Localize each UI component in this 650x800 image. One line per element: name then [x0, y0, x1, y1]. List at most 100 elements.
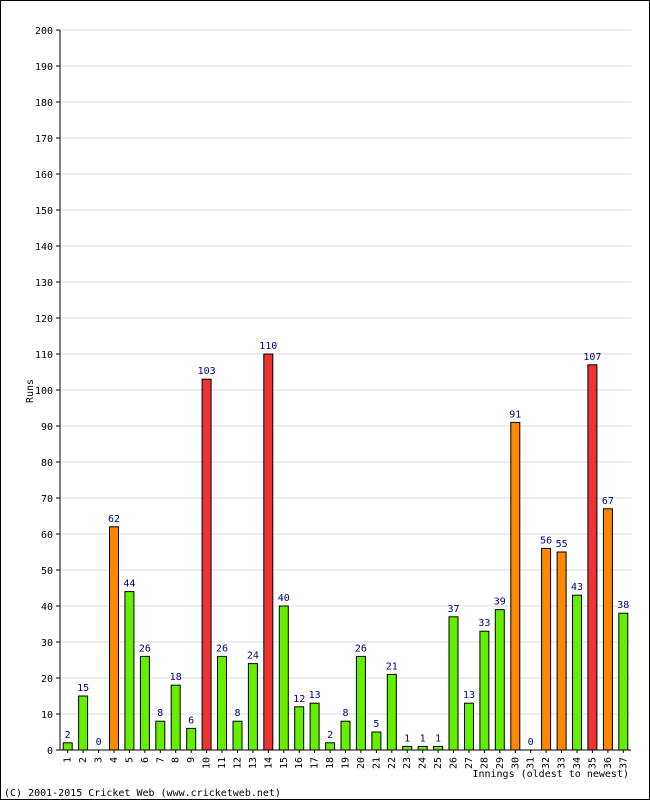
- bar-value-label: 2: [65, 730, 71, 741]
- bar: [541, 547, 552, 751]
- bar: [556, 551, 567, 751]
- x-tick-label: 18: [325, 757, 336, 769]
- x-tick-label: 33: [557, 757, 568, 769]
- x-tick-label: 20: [356, 757, 367, 769]
- y-tick-label: 10: [41, 710, 53, 721]
- x-tick-label: 4: [109, 757, 120, 763]
- bar: [232, 720, 243, 751]
- x-tick-label: 11: [217, 757, 228, 769]
- bar: [402, 745, 413, 751]
- bar: [479, 630, 490, 751]
- x-tick-label: 25: [433, 757, 444, 769]
- bar-value-label: 26: [355, 643, 367, 654]
- bar: [62, 742, 73, 751]
- bar-value-label: 33: [478, 618, 490, 629]
- bar: [78, 695, 89, 751]
- x-tick-label: 3: [94, 757, 105, 763]
- bar: [217, 655, 227, 751]
- bar: [602, 508, 613, 751]
- bar-value-label: 40: [278, 593, 290, 604]
- y-tick-label: 40: [41, 602, 53, 613]
- x-tick-label: 35: [587, 757, 598, 769]
- bar-value-label: 21: [386, 661, 398, 672]
- bar: [340, 720, 351, 751]
- y-tick-label: 50: [41, 566, 53, 577]
- x-tick-label: 34: [572, 757, 583, 769]
- y-tick-label: 90: [41, 422, 53, 433]
- y-tick-label: 80: [41, 458, 53, 469]
- bar: [355, 655, 366, 751]
- bar: [109, 526, 119, 751]
- bar-value-label: 8: [234, 708, 240, 719]
- y-tick-label: 110: [35, 350, 53, 361]
- bar: [494, 609, 505, 751]
- y-tick-label: 170: [35, 134, 53, 145]
- x-tick-label: 7: [155, 757, 166, 763]
- x-tick-label: 17: [310, 757, 321, 769]
- bar: [618, 612, 629, 751]
- copyright-footer: (C) 2001-2015 Cricket Web (www.cricketwe…: [4, 788, 281, 799]
- x-tick-label: 1: [63, 757, 74, 763]
- bar: [294, 706, 305, 751]
- bar-value-label: 26: [216, 643, 228, 654]
- grid-lines: [60, 29, 631, 715]
- x-tick-label: 15: [279, 757, 290, 769]
- bar-value-label: 12: [293, 694, 305, 705]
- bar-value-label: 1: [420, 733, 426, 744]
- bar: [587, 364, 598, 751]
- bar-value-label: 26: [139, 643, 151, 654]
- bar-value-label: 43: [571, 582, 583, 593]
- bar: [170, 684, 181, 751]
- bar: [417, 745, 428, 751]
- y-tick-label: 160: [35, 170, 53, 181]
- bar-value-label: 13: [463, 690, 475, 701]
- x-tick-label: 31: [526, 757, 537, 769]
- x-axis-label: Innings (oldest to newest): [472, 769, 629, 780]
- bar-value-label: 0: [528, 737, 534, 748]
- bar-value-label: 55: [556, 539, 568, 550]
- y-tick-label: 140: [35, 242, 53, 253]
- bar: [386, 673, 397, 751]
- y-axis-label: Runs: [25, 379, 36, 403]
- bar-value-label: 0: [96, 737, 102, 748]
- bar: [186, 727, 197, 751]
- x-axis-ticks: 1 2 3 4 5 6 7 8 9 10 11 12 13 14 15 16 17 18 19 20 21 22 23 24 2…: [63, 750, 629, 769]
- bar: [325, 742, 336, 751]
- x-tick-label: 10: [202, 757, 213, 769]
- x-tick-label: 19: [341, 757, 352, 769]
- y-tick-label: 60: [41, 530, 53, 541]
- x-tick-label: 16: [294, 757, 305, 769]
- bar-value-label: 5: [373, 719, 379, 730]
- x-tick-label: 9: [186, 757, 197, 763]
- x-tick-label: 23: [402, 757, 413, 769]
- bar-value-label: 6: [188, 715, 194, 726]
- y-tick-label: 120: [35, 314, 53, 325]
- bar: [278, 605, 289, 751]
- x-tick-label: 13: [248, 757, 259, 769]
- x-tick-label: 28: [479, 757, 490, 769]
- x-tick-label: 26: [449, 757, 460, 769]
- x-tick-label: 37: [618, 757, 629, 769]
- bar-value-label: 103: [198, 366, 216, 377]
- bars: [62, 353, 629, 751]
- bar-value-label: 91: [509, 409, 521, 420]
- x-tick-label: 12: [233, 757, 244, 769]
- y-tick-label: 130: [35, 278, 53, 289]
- x-tick-label: 2: [78, 757, 89, 763]
- bar: [263, 353, 274, 751]
- x-tick-label: 36: [603, 757, 614, 769]
- bar: [124, 591, 135, 751]
- x-tick-label: 29: [495, 757, 506, 769]
- x-tick-label: 6: [140, 757, 151, 763]
- x-tick-label: 24: [418, 757, 429, 769]
- bar-value-label: 110: [259, 341, 277, 352]
- x-tick-label: 21: [371, 757, 382, 769]
- x-tick-label: 8: [171, 757, 182, 763]
- bar-value-label: 24: [247, 651, 259, 662]
- y-tick-label: 0: [47, 746, 53, 757]
- bar-value-label: 67: [602, 496, 614, 507]
- x-tick-label: 22: [387, 757, 398, 769]
- y-tick-label: 180: [35, 98, 53, 109]
- bar: [448, 616, 459, 751]
